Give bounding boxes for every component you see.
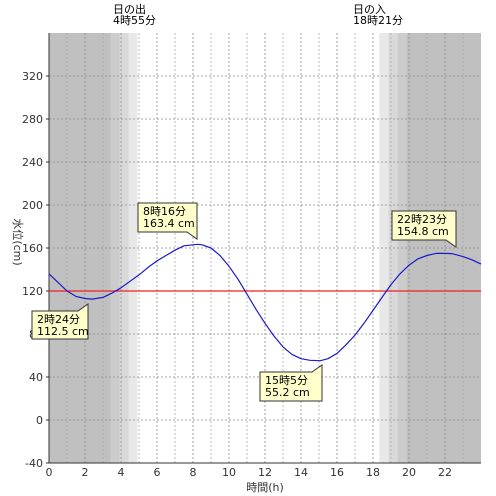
sunrise-label: 日の出 <box>113 2 146 16</box>
sunset-time: 18時21分 <box>353 14 403 27</box>
y-tick-label: -40 <box>25 457 43 470</box>
low-tide-callout-1: 2時24分 112.5 cm <box>31 303 89 340</box>
twilight-band <box>379 33 389 463</box>
y-tick-label: 160 <box>22 242 43 255</box>
callout-value: 154.8 cm <box>397 225 449 238</box>
x-tick-label: 0 <box>46 466 53 479</box>
x-tick-label: 8 <box>190 466 197 479</box>
tick-labels: -400408012016020024028032002468101214161… <box>22 70 452 479</box>
x-tick-label: 22 <box>438 466 452 479</box>
high-tide-callout-2: 22時23分 154.8 cm <box>391 210 457 248</box>
x-tick-label: 18 <box>366 466 380 479</box>
callout-box <box>137 202 198 240</box>
high-tide-callout-1: 8時16分 163.4 cm <box>137 202 198 240</box>
callout-box <box>391 210 457 248</box>
callout-value: 112.5 cm <box>37 325 89 338</box>
y-tick-label: 280 <box>22 113 43 126</box>
callout-time: 22時23分 <box>397 213 447 226</box>
callout-time: 15時5分 <box>265 374 308 387</box>
sunset-label: 日の入 <box>353 3 386 16</box>
sunrise-time: 4時55分 <box>113 14 156 27</box>
callout-box <box>259 364 323 402</box>
twilight-band <box>119 33 129 463</box>
x-tick-label: 16 <box>330 466 344 479</box>
x-tick-label: 12 <box>258 466 272 479</box>
twilight-band <box>388 33 398 463</box>
callout-time: 2時24分 <box>37 313 80 326</box>
x-axis-label: 時間(h) <box>246 481 284 494</box>
x-tick-label: 20 <box>402 466 416 479</box>
y-tick-label: 40 <box>29 371 43 384</box>
y-tick-label: 0 <box>36 414 43 427</box>
y-tick-label: 200 <box>22 199 43 212</box>
low-tide-callout-2: 15時5分 55.2 cm <box>259 364 323 402</box>
x-tick-label: 14 <box>294 466 308 479</box>
callout-time: 8時16分 <box>143 205 186 218</box>
tide-series <box>48 243 482 362</box>
y-tick-label: 120 <box>22 285 43 298</box>
x-tick-label: 2 <box>82 466 89 479</box>
callout-value: 55.2 cm <box>265 386 310 399</box>
night-band <box>49 33 111 463</box>
callout-box <box>31 303 89 340</box>
y-tick-label: 320 <box>22 70 43 83</box>
x-tick-label: 6 <box>154 466 161 479</box>
y-axis-label: 水位(cm) <box>11 218 25 265</box>
x-tick-label: 4 <box>118 466 125 479</box>
twilight-band <box>110 33 120 463</box>
x-tick-label: 10 <box>222 466 236 479</box>
y-tick-label: 240 <box>22 156 43 169</box>
callout-value: 163.4 cm <box>143 217 195 230</box>
tide-level-line <box>48 243 482 362</box>
